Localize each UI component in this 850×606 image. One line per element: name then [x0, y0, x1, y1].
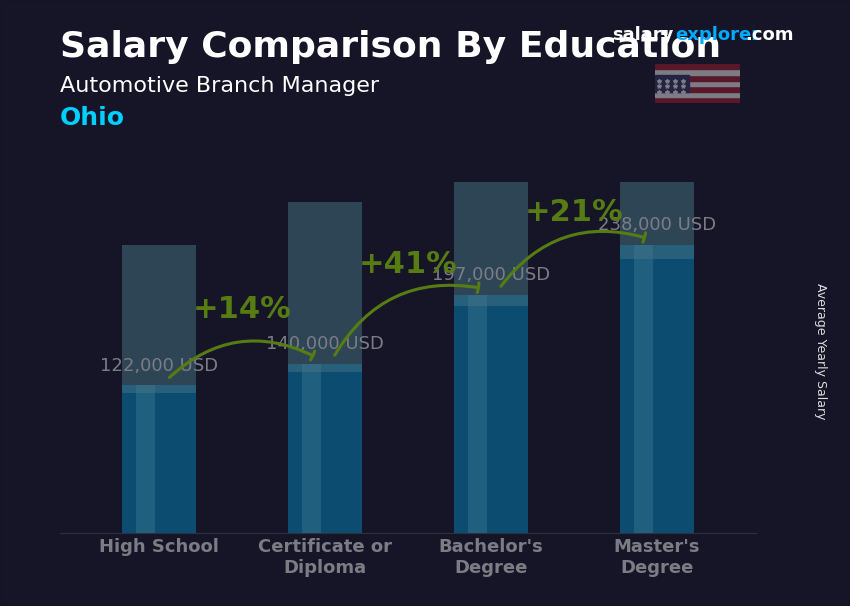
- Bar: [303, 364, 321, 533]
- Bar: [122, 385, 196, 533]
- Bar: [654, 86, 740, 92]
- Text: +41%: +41%: [359, 250, 457, 279]
- Text: Average Yearly Salary: Average Yearly Salary: [813, 283, 827, 420]
- Bar: [454, 68, 529, 307]
- Text: Salary Comparison By Education: Salary Comparison By Education: [60, 30, 721, 64]
- Text: explorer: explorer: [676, 26, 761, 44]
- Text: +21%: +21%: [524, 198, 623, 227]
- Bar: [654, 64, 740, 69]
- Text: 197,000 USD: 197,000 USD: [432, 265, 550, 284]
- Text: 238,000 USD: 238,000 USD: [598, 216, 716, 234]
- Bar: [654, 75, 688, 92]
- Bar: [454, 295, 529, 533]
- Text: salary: salary: [612, 26, 673, 44]
- Text: 122,000 USD: 122,000 USD: [100, 356, 218, 375]
- Bar: [654, 75, 740, 81]
- Text: +14%: +14%: [193, 295, 292, 324]
- Bar: [287, 364, 362, 533]
- Bar: [287, 202, 362, 372]
- Bar: [634, 245, 653, 533]
- Bar: [654, 81, 740, 86]
- Bar: [654, 98, 740, 103]
- Bar: [620, 0, 694, 259]
- Text: Ohio: Ohio: [60, 106, 124, 130]
- Bar: [620, 245, 694, 533]
- Bar: [136, 385, 155, 533]
- Bar: [654, 69, 740, 75]
- Text: .com: .com: [745, 26, 794, 44]
- Bar: [654, 92, 740, 98]
- Text: 140,000 USD: 140,000 USD: [266, 335, 384, 353]
- Bar: [122, 245, 196, 393]
- Bar: [468, 295, 487, 533]
- Text: Automotive Branch Manager: Automotive Branch Manager: [60, 76, 378, 96]
